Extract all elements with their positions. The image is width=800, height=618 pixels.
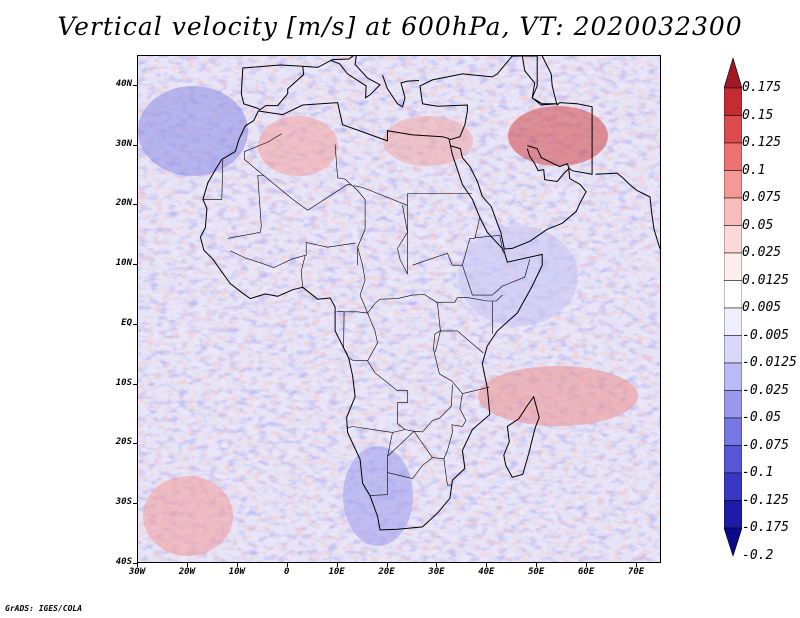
lat-label-10s: 10S bbox=[115, 377, 132, 388]
colorbar-swatch bbox=[724, 335, 742, 364]
lat-label-20s: 20S bbox=[115, 437, 132, 448]
colorbar-swatch bbox=[724, 307, 742, 336]
colorbar-level-label: 0.025 bbox=[742, 245, 782, 260]
lon-tick bbox=[336, 563, 338, 567]
south-africa-subsidence-region bbox=[343, 446, 413, 546]
lat-tick bbox=[133, 323, 137, 325]
map-canvas bbox=[138, 56, 660, 562]
lon-label-20e: 20E bbox=[378, 567, 395, 577]
colorbar-level-label: 0.0125 bbox=[742, 272, 789, 288]
colorbar-swatch bbox=[724, 362, 742, 391]
lon-tick bbox=[586, 563, 588, 567]
colorbar-level-label: 0.175 bbox=[742, 80, 782, 95]
colorbar-swatch bbox=[724, 170, 742, 199]
lon-label-50e: 50E bbox=[528, 567, 545, 577]
colorbar-swatch bbox=[724, 445, 742, 474]
colorbar-level-label: -0.025 bbox=[742, 382, 789, 398]
colorbar-swatch bbox=[724, 115, 742, 144]
lat-tick bbox=[133, 144, 137, 146]
lon-label-20w: 20W bbox=[178, 567, 196, 577]
lon-label-10e: 10E bbox=[328, 567, 345, 577]
lat-label-30n: 30N bbox=[115, 138, 132, 149]
colorbar-level-label: -0.005 bbox=[742, 327, 789, 343]
colorbar-swatch bbox=[724, 472, 742, 501]
lon-label-40e: 40E bbox=[478, 567, 495, 577]
lon-tick bbox=[536, 563, 538, 567]
arabia-coastline bbox=[419, 56, 593, 250]
credit-text: GrADS: IGES/COLA bbox=[5, 604, 83, 613]
colorbar-swatch bbox=[724, 142, 742, 171]
colorbar-level-label: -0.1 bbox=[742, 465, 774, 480]
lat-label-40s: 40S bbox=[115, 557, 132, 567]
colorbar-level-label: -0.175 bbox=[742, 520, 789, 535]
lon-label-30e: 30E bbox=[428, 567, 445, 577]
lon-tick bbox=[636, 563, 638, 567]
lon-tick bbox=[137, 563, 138, 567]
lat-label-40n: 40N bbox=[115, 78, 132, 89]
chart-title: Vertical velocity [m/s] at 600hPa, VT: 2… bbox=[57, 12, 743, 41]
colorbar-level-label: -0.125 bbox=[742, 492, 789, 508]
lat-tick bbox=[133, 84, 137, 86]
lat-tick bbox=[133, 443, 137, 445]
lon-tick bbox=[236, 563, 238, 567]
lon-label-60e: 60E bbox=[578, 567, 595, 577]
field-regions bbox=[138, 86, 638, 556]
colorbar-swatch bbox=[724, 280, 742, 309]
colorbar-level-label: 0.15 bbox=[742, 107, 774, 123]
atlantic-subsidence-region bbox=[138, 86, 248, 176]
iran-ascent-region bbox=[508, 106, 608, 166]
lon-tick bbox=[186, 563, 188, 567]
lon-tick bbox=[386, 563, 388, 567]
colorbar-swatch bbox=[724, 197, 742, 226]
sahara-ascent-region bbox=[258, 116, 338, 176]
map-plot-area bbox=[137, 55, 661, 563]
colorbar-swatch bbox=[724, 500, 742, 529]
colorbar-level-label: -0.05 bbox=[742, 410, 782, 425]
colorbar-level-label: 0.005 bbox=[742, 300, 782, 315]
colorbar-bottom-arrow bbox=[724, 527, 742, 557]
colorbar-swatch bbox=[724, 87, 742, 116]
country-border-lines bbox=[202, 133, 531, 497]
lat-label-30s: 30S bbox=[115, 497, 132, 508]
lat-label-eq: EQ bbox=[121, 317, 132, 328]
lat-tick bbox=[133, 503, 137, 505]
colorbar-level-label: -0.075 bbox=[742, 437, 789, 453]
lon-tick bbox=[436, 563, 438, 567]
madagascar-coastline bbox=[503, 395, 540, 478]
colorbar-level-label: 0.075 bbox=[742, 190, 782, 205]
lon-label-10w: 10W bbox=[228, 567, 245, 577]
lon-label-70e: 70E bbox=[627, 567, 645, 577]
lon-label-30w: 30W bbox=[128, 567, 146, 577]
colorbar-level-label: -0.0125 bbox=[742, 355, 797, 370]
colorbar-swatch bbox=[724, 252, 742, 281]
colorbar-level-label: 0.1 bbox=[742, 162, 766, 178]
africa-coastline bbox=[199, 102, 543, 531]
colorbar-swatch bbox=[724, 390, 742, 419]
country-borders bbox=[202, 133, 531, 497]
lat-tick bbox=[133, 264, 137, 266]
lat-label-10n: 10N bbox=[115, 258, 132, 269]
south-atlantic-ascent-region bbox=[143, 476, 233, 556]
colorbar-level-label: 0.05 bbox=[742, 217, 774, 233]
lat-tick bbox=[133, 204, 137, 206]
coastlines bbox=[199, 56, 660, 531]
colorbar-level-label: 0.125 bbox=[742, 135, 782, 150]
lon-tick bbox=[286, 563, 288, 567]
indian-ocean-ascent-region bbox=[478, 366, 638, 426]
lat-label-20n: 20N bbox=[115, 198, 132, 209]
lat-tick bbox=[133, 383, 137, 385]
india-coastline bbox=[595, 172, 660, 250]
iberia-coastline bbox=[240, 66, 305, 111]
lon-tick bbox=[486, 563, 488, 567]
lon-label-0: 0 bbox=[283, 567, 290, 577]
lat-tick bbox=[133, 563, 137, 564]
colorbar-level-label: -0.2 bbox=[742, 547, 774, 563]
colorbar bbox=[724, 58, 742, 557]
colorbar-swatch bbox=[724, 225, 742, 254]
colorbar-top-arrow bbox=[724, 58, 742, 89]
europe-coastline bbox=[242, 56, 420, 108]
egypt-ascent-region bbox=[383, 116, 473, 166]
colorbar-swatch bbox=[724, 417, 742, 446]
